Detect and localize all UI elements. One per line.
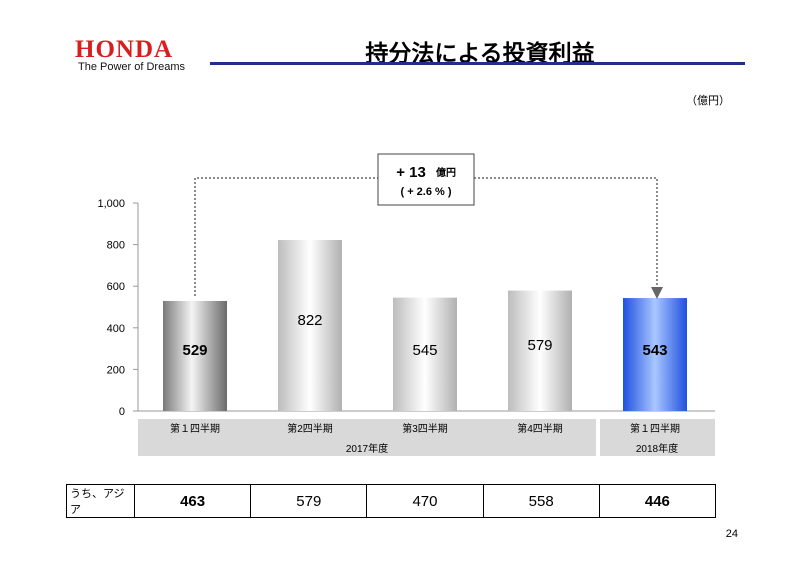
bar-value-label: 543 (642, 342, 667, 359)
asia-label: うち、アジア (66, 484, 135, 518)
bar (278, 240, 342, 411)
category-label: 第2四半期 (287, 422, 333, 435)
y-tick-label: 1,000 (97, 198, 125, 210)
unit-label: （億円） (686, 95, 730, 107)
bar (508, 290, 572, 411)
category-band-2018 (600, 419, 715, 456)
asia-value-q2-2017: 579 (250, 484, 368, 518)
asia-row: うち、アジア 463 579 470 558 446 (66, 484, 717, 518)
title-rule (210, 62, 745, 65)
callout-unit: 億円 (436, 166, 456, 179)
tagline: The Power of Dreams (78, 61, 185, 73)
category-label: 第１四半期 (170, 422, 220, 435)
asia-value-q1-2018: 446 (598, 484, 717, 518)
callout-box (377, 153, 475, 206)
bar-value-label: 822 (297, 312, 322, 329)
asia-value-q1-2017: 463 (133, 484, 252, 518)
group-label-2018: 2018年度 (636, 442, 678, 455)
bar-value-label: 545 (412, 342, 437, 359)
y-tick-label: 200 (107, 364, 125, 376)
callout-connector (194, 177, 378, 296)
callout-diff: + 13 (396, 164, 426, 181)
asia-table: うち、アジア 463 579 470 558 446 (66, 484, 717, 518)
bar (163, 300, 227, 411)
category-band-2017 (138, 419, 596, 456)
honda-logo: HONDA (75, 36, 174, 63)
category-label: 第3四半期 (402, 422, 448, 435)
category-label: 第4四半期 (517, 422, 563, 435)
asia-value-q3-2017: 470 (366, 484, 484, 518)
y-tick-label: 600 (107, 281, 125, 293)
category-label: 第１四半期 (630, 422, 680, 435)
bar (623, 298, 687, 411)
y-tick-label: 800 (107, 240, 125, 252)
asia-value-q4-2017: 558 (482, 484, 600, 518)
callout-percent: ( + 2.6 % ) (400, 186, 451, 198)
callout-arrow (474, 177, 663, 299)
bar-value-label: 529 (182, 342, 207, 359)
bar-value-label: 579 (527, 337, 552, 354)
group-label-2017: 2017年度 (346, 442, 388, 455)
y-tick-label: 400 (107, 323, 125, 335)
callout-diff-value: + 13 (396, 164, 426, 181)
y-tick-label: 0 (119, 406, 125, 418)
bar (393, 297, 457, 411)
page-number: 24 (725, 528, 738, 540)
